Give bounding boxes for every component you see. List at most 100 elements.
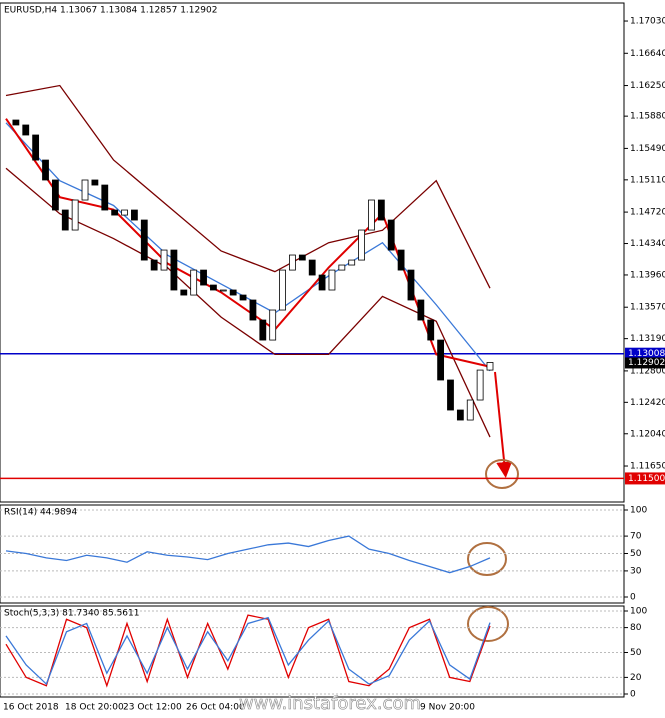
candle: [308, 259, 316, 276]
candle: [219, 289, 227, 292]
candle: [279, 269, 286, 311]
y-tick-label: 1.14340: [630, 239, 665, 249]
indicator-line: [5, 535, 491, 574]
indicator-line: [5, 167, 491, 438]
candle: [111, 209, 119, 216]
candle: [131, 209, 138, 221]
y-tick-label: 80: [630, 623, 642, 633]
y-tick-label: 1.17030: [630, 17, 665, 27]
candle: [368, 199, 375, 231]
candle: [22, 124, 30, 136]
y-tick-label: 30: [630, 566, 642, 576]
candle: [32, 134, 40, 161]
candle: [348, 259, 356, 266]
stoch-panel: [0, 605, 625, 698]
candle: [150, 259, 158, 271]
y-tick-label: 1.15110: [630, 175, 665, 185]
candle: [101, 184, 109, 211]
candle: [91, 179, 99, 186]
candle: [456, 409, 464, 421]
candle: [417, 299, 425, 321]
candle: [180, 289, 188, 296]
y-tick-label: 1.12800: [630, 366, 665, 376]
candle: [51, 179, 59, 211]
y-tick-label: 1.12420: [630, 398, 665, 408]
candle: [160, 249, 168, 271]
y-tick-label: 20: [630, 673, 642, 683]
candle: [476, 369, 484, 401]
candle: [170, 249, 178, 291]
y-tick-label: 1.16640: [630, 49, 665, 59]
candle: [397, 249, 405, 271]
candle: [318, 274, 326, 291]
x-tick-label: 18 Oct 20:00: [65, 703, 124, 713]
y-tick-label: 1.13570: [630, 303, 665, 313]
candle: [12, 119, 20, 126]
indicator-line: [5, 614, 491, 688]
candle: [377, 199, 385, 221]
candle: [387, 219, 395, 251]
indicator-line: [5, 122, 491, 372]
y-tick-label: 100: [630, 506, 647, 516]
candle: [269, 309, 277, 341]
candle: [121, 209, 128, 216]
candle: [140, 219, 148, 261]
y-tick-label: 50: [630, 648, 642, 658]
candle: [249, 299, 257, 321]
panel-title: RSI(14) 44.9894: [4, 508, 77, 518]
candle: [210, 284, 217, 291]
candle: [437, 339, 445, 381]
candle: [298, 254, 306, 261]
candle: [289, 254, 296, 271]
y-tick-label: 1.13960: [630, 270, 665, 280]
x-tick-label: 16 Oct 2018: [3, 703, 59, 713]
price-tag-label: 1.13008: [628, 349, 665, 359]
indicator-line: [5, 616, 491, 686]
candle: [447, 379, 454, 411]
highlight-circle: [467, 606, 509, 642]
y-tick-label: 0: [630, 593, 636, 603]
indicator-line: [5, 118, 491, 368]
y-tick-label: 1.12040: [630, 429, 665, 439]
indicator-line: [5, 84, 491, 289]
y-tick-label: 100: [630, 607, 647, 617]
candle: [259, 319, 267, 341]
candle: [486, 362, 494, 371]
candle: [81, 179, 89, 201]
price-tag: [625, 347, 665, 360]
main-panel: [0, 2, 625, 503]
candle: [42, 159, 49, 181]
last-price-tag: [625, 357, 665, 369]
x-tick-label: 26 Oct 04:00: [186, 703, 245, 713]
candle: [358, 229, 365, 261]
candle: [229, 289, 237, 296]
candle: [190, 269, 198, 296]
candle: [407, 269, 415, 301]
y-tick-label: 1.13190: [630, 334, 665, 344]
candle: [61, 209, 69, 231]
x-tick-label: 9 Nov 20:00: [420, 703, 475, 713]
x-tick-label: 23 Oct 12:00: [123, 703, 182, 713]
candle: [71, 199, 79, 231]
panel-title: EURUSD,H4 1.13067 1.13084 1.12857 1.1290…: [4, 6, 217, 16]
candle: [200, 269, 207, 286]
y-tick-label: 1.15880: [630, 112, 665, 122]
y-tick-label: 1.14720: [630, 208, 665, 218]
y-tick-label: 0: [630, 690, 636, 700]
candle: [328, 269, 336, 291]
forecast-arrow: [494, 371, 513, 478]
highlight-circle: [485, 459, 519, 489]
y-tick-label: 1.16250: [630, 81, 665, 91]
y-tick-label: 1.11650: [630, 462, 665, 472]
candle: [427, 319, 435, 341]
highlight-circle: [467, 542, 507, 576]
panel-title: Stoch(5,3,3) 81.7340 85.5611: [4, 609, 139, 619]
candle: [338, 264, 346, 271]
candle: [466, 399, 474, 421]
last-price-label: 1.12902: [628, 358, 665, 368]
y-tick-label: 50: [630, 549, 642, 559]
price-tag: [625, 472, 665, 485]
price-tag-label: 1.11500: [628, 474, 665, 484]
watermark: www.instaforex.com: [239, 693, 421, 714]
